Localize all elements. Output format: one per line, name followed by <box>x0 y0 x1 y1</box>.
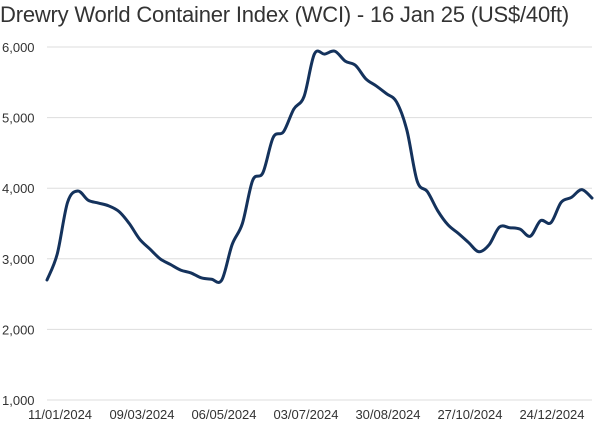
y-tick-label: 4,000 <box>2 181 35 196</box>
x-tick-label: 30/08/2024 <box>355 407 420 422</box>
x-tick-label: 11/01/2024 <box>28 407 92 422</box>
gridlines <box>47 46 592 401</box>
x-axis-tick-labels: 11/01/2024 09/03/2024 06/05/2024 03/07/2024… <box>28 407 585 422</box>
y-tick-label: 5,000 <box>2 111 35 126</box>
x-tick-label: 09/03/2024 <box>109 407 174 422</box>
y-axis-tick-labels: 1,000 2,000 3,000 4,000 5,000 6,000 <box>2 40 35 408</box>
y-tick-label: 6,000 <box>2 40 35 55</box>
series-layer <box>45 49 594 284</box>
y-tick-label: 2,000 <box>2 322 35 337</box>
y-tick-label: 1,000 <box>2 393 35 408</box>
x-tick-label: 27/10/2024 <box>437 407 502 422</box>
x-tick-label: 06/05/2024 <box>191 407 256 422</box>
y-tick-label: 3,000 <box>2 252 35 267</box>
x-tick-label: 03/07/2024 <box>273 407 338 422</box>
x-tick-label: 24/12/2024 <box>519 407 584 422</box>
series-line-wci <box>45 49 594 284</box>
chart-title: Drewry World Container Index (WCI) - 16 … <box>0 2 569 27</box>
